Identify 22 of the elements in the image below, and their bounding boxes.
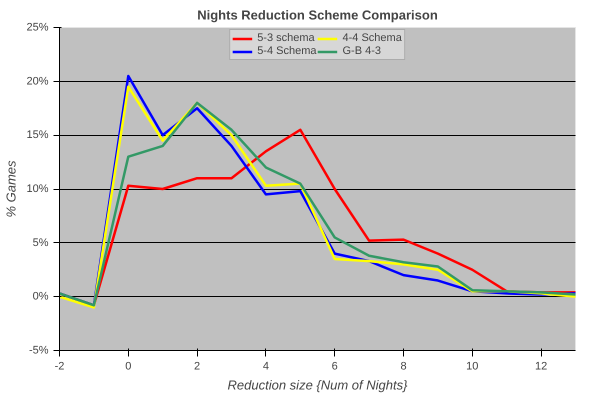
x-tick-label: 2 bbox=[194, 360, 200, 372]
y-tick-label: 10% bbox=[26, 183, 49, 195]
x-tick-label: 10 bbox=[466, 360, 478, 372]
x-tick-label: 12 bbox=[534, 360, 548, 372]
x-tick-label: 4 bbox=[262, 360, 269, 372]
y-tick-label: 20% bbox=[26, 75, 49, 88]
x-axis-title: Reduction size {Num of Nights} bbox=[228, 378, 408, 392]
chart-title: Nights Reduction Scheme Comparison bbox=[197, 8, 438, 22]
x-tick-label: 6 bbox=[332, 360, 338, 372]
y-tick-label: 0% bbox=[32, 290, 49, 303]
y-tick-label: 15% bbox=[26, 129, 49, 142]
legend-label: 4-4 Schema bbox=[342, 32, 402, 44]
legend-label: 5-3 schema bbox=[257, 32, 315, 44]
y-tick-label: 5% bbox=[32, 236, 49, 249]
legend-label: G-B 4-3 bbox=[342, 45, 382, 57]
y-axis-title: % Games bbox=[3, 160, 18, 218]
y-tick-label: -5% bbox=[28, 344, 49, 356]
y-tick-label: 25% bbox=[26, 22, 49, 34]
x-tick-label: 8 bbox=[400, 360, 407, 372]
x-tick-label: -2 bbox=[54, 360, 64, 372]
x-tick-label: 0 bbox=[125, 360, 132, 372]
legend-label: 5-4 Schema bbox=[257, 45, 316, 57]
